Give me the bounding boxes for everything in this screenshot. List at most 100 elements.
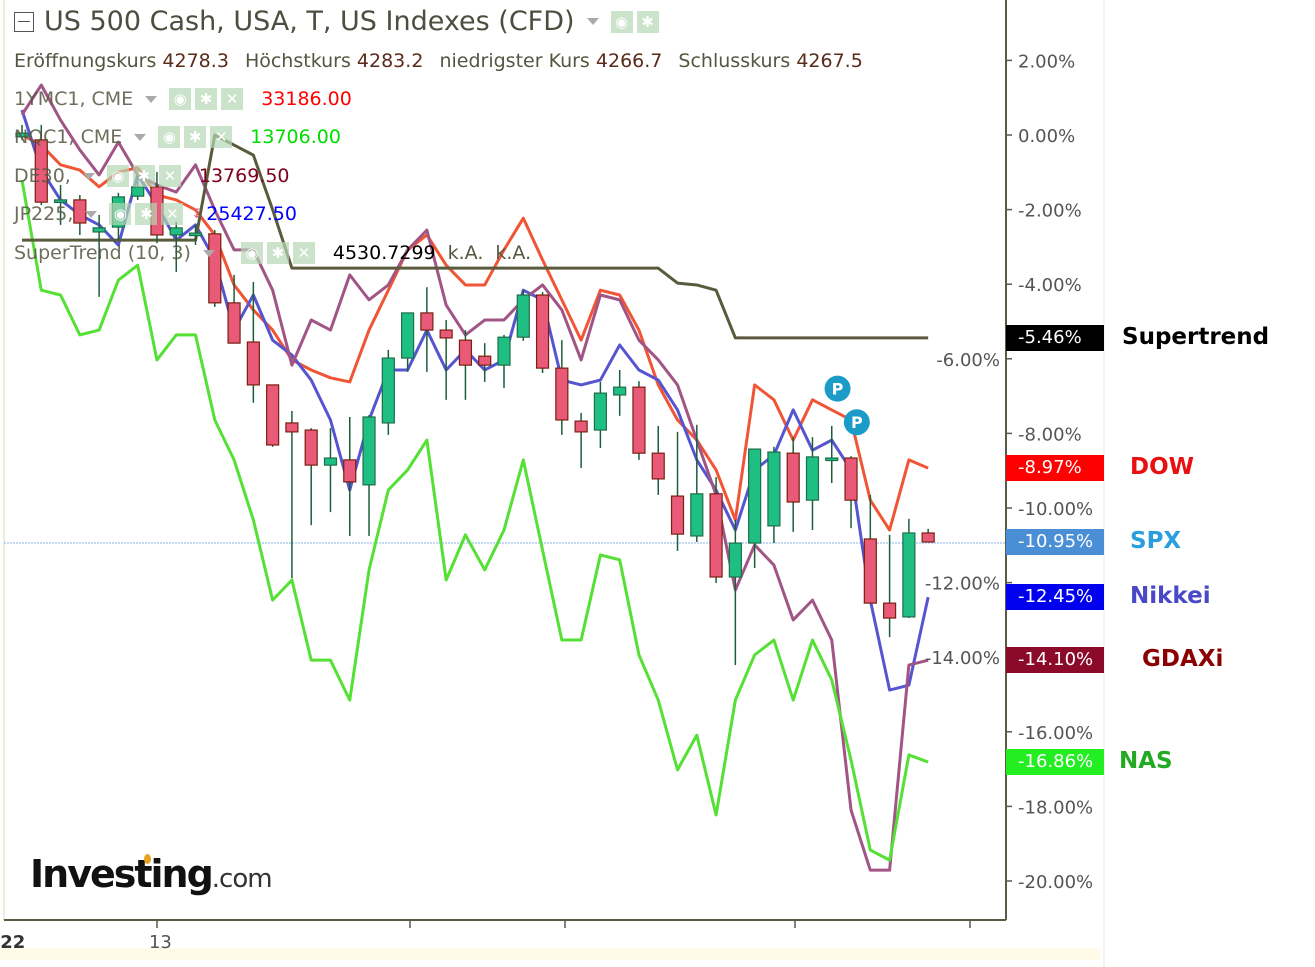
y-tick-label: -10.00% <box>1018 499 1093 520</box>
legend-extra: k.A. <box>495 242 532 264</box>
alert-arrow-icon: ↧ <box>191 206 203 222</box>
candle-body-up <box>902 532 916 618</box>
candle <box>246 281 260 403</box>
candle-body-up <box>825 457 839 462</box>
legend-value: 13769.50 <box>198 165 290 187</box>
candle <box>381 349 395 435</box>
gear-icon[interactable]: ✱ <box>132 165 155 187</box>
candle-body-up <box>613 386 627 396</box>
candle <box>728 519 742 666</box>
candle-body-up <box>15 132 29 138</box>
eye-icon[interactable]: ◉ <box>158 126 181 148</box>
candle-body-up <box>593 392 608 431</box>
y-tick-label: 2.00% <box>1018 51 1075 72</box>
chevron-down-icon[interactable] <box>202 249 215 257</box>
candle-body-up <box>516 294 530 338</box>
chevron-down-icon[interactable] <box>586 18 599 25</box>
candle <box>593 381 608 448</box>
gear-icon[interactable]: ✱ <box>195 88 218 110</box>
close-icon[interactable]: ✕ <box>161 203 184 225</box>
close-icon[interactable]: ✕ <box>292 242 315 264</box>
ohlc-readout: Eröffnungskurs 4278.3 Höchstkurs 4283.2 … <box>14 50 873 72</box>
eye-icon[interactable]: ◉ <box>109 203 132 225</box>
gear-icon[interactable]: ✱ <box>636 10 659 33</box>
candle-body-down <box>458 339 473 366</box>
gear-icon[interactable]: ✱ <box>266 242 289 264</box>
candle <box>458 330 473 400</box>
marker-circle <box>843 409 870 436</box>
legend-row-nqc1: NQC1, CME ◉ ✱ ✕ 13706.00 <box>14 126 341 148</box>
legend-name: SuperTrend (10, 3) <box>14 242 191 264</box>
candle-body-up <box>92 227 106 233</box>
marker-p: P <box>843 409 870 436</box>
legend-row-jp225: JP225, ◉ ✱ ✕ ↧ 25427.50 <box>14 203 297 225</box>
eye-icon[interactable]: ◉ <box>169 88 192 110</box>
eye-icon[interactable]: ◉ <box>106 165 129 187</box>
close-icon[interactable]: ✕ <box>221 88 244 110</box>
candle <box>439 320 453 400</box>
candle <box>805 437 820 531</box>
series-label-nas: NAS <box>1119 748 1173 774</box>
eye-icon[interactable]: ◉ <box>240 242 263 264</box>
chevron-down-icon[interactable] <box>134 133 147 141</box>
y-tick-label: -14.00% <box>925 648 1000 669</box>
gear-icon[interactable]: ✱ <box>184 126 207 148</box>
legend-row-de30: DE30, ◉ ✱ ✕ 13769.50 <box>14 165 290 187</box>
open-label: Eröffnungskurs <box>14 50 157 72</box>
legend-value: 33186.00 <box>261 88 352 110</box>
candle <box>535 292 550 373</box>
marker-circle <box>824 375 851 402</box>
candle <box>169 221 183 272</box>
legend-row-1ymc1: 1YMC1, CME ◉ ✱ ✕ 33186.00 <box>14 88 352 110</box>
close-icon[interactable]: ✕ <box>210 126 233 148</box>
chevron-down-icon[interactable] <box>82 172 95 180</box>
chevron-down-icon[interactable] <box>85 210 98 218</box>
candle-body-down <box>574 420 588 433</box>
candle <box>574 412 588 469</box>
candle <box>34 124 48 206</box>
candle-body-up <box>169 227 183 236</box>
candle-body-up <box>748 448 762 544</box>
candle <box>825 425 839 484</box>
series-line-gdaxi <box>20 83 929 872</box>
bottom-strip <box>0 948 1100 960</box>
y-tick-label: -16.00% <box>1018 723 1093 744</box>
legend-name: 1YMC1, CME <box>14 88 134 110</box>
candle <box>304 428 318 526</box>
candle <box>690 424 704 542</box>
candle <box>53 184 68 225</box>
candle-body-up <box>323 457 338 466</box>
close-icon[interactable]: ✕ <box>158 165 181 187</box>
eye-icon[interactable]: ◉ <box>610 10 633 33</box>
y-tick-label: -2.00% <box>1018 201 1082 222</box>
series-label-supertrend: Supertrend <box>1122 323 1270 350</box>
candle <box>92 214 106 297</box>
series-label-nikkei: Nikkei <box>1130 583 1211 610</box>
legend-name: JP225, <box>14 203 74 225</box>
series-label-spx: SPX <box>1130 527 1182 554</box>
marker-label: P <box>851 413 863 432</box>
series-line-supertrend <box>22 133 929 340</box>
candle <box>343 416 357 536</box>
chevron-down-icon[interactable] <box>145 95 158 103</box>
candle <box>882 534 897 638</box>
collapse-icon[interactable] <box>14 11 34 32</box>
close-label: Schlusskurs <box>678 50 791 72</box>
candle-body-down <box>478 355 492 366</box>
candle <box>362 415 376 536</box>
gear-icon[interactable]: ✱ <box>135 203 158 225</box>
open-value: 4278.3 <box>162 50 229 72</box>
candle-body-down <box>343 459 357 483</box>
last-value-badge-supertrend: -5.46% <box>1006 324 1104 351</box>
x-tick-label: 13 <box>149 932 172 953</box>
candle-body-down <box>304 429 318 466</box>
high-label: Höchstkurs <box>244 50 351 72</box>
candle <box>902 518 916 619</box>
candle-body-up <box>401 312 415 359</box>
candle-body-down <box>439 329 453 339</box>
series-label-gdaxi: GDAXi <box>1142 646 1224 673</box>
candle <box>748 448 762 569</box>
candle-body-up <box>497 336 511 366</box>
legend-name: DE30, <box>14 165 71 187</box>
